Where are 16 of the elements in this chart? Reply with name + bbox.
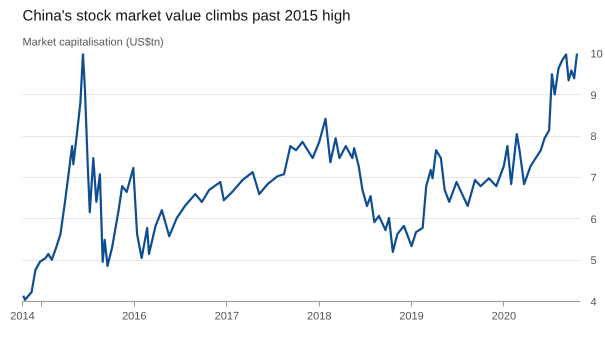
x-tick-label: 2019 — [399, 310, 424, 322]
y-tick-label: 4 — [590, 296, 597, 308]
y-tick-label: 10 — [590, 48, 603, 60]
x-tick-label: 2017 — [214, 310, 240, 322]
y-tick-label: 7 — [590, 172, 597, 184]
y-tick-label: 5 — [590, 255, 597, 268]
line-series — [22, 54, 578, 301]
y-tick-label: 6 — [590, 214, 597, 226]
chart-subtitle: Market capitalisation (US$tn) — [22, 36, 164, 48]
x-tick-label: 2018 — [306, 310, 332, 322]
y-tick-label: 8 — [590, 131, 597, 144]
x-tick-label: 2014 — [10, 310, 35, 322]
x-tick-label: 2016 — [122, 310, 147, 322]
x-tick-label: 2020 — [492, 310, 516, 322]
chart-title: China's stock market value climbs past 2015 high — [22, 8, 351, 24]
y-tick-label: 9 — [590, 90, 597, 102]
